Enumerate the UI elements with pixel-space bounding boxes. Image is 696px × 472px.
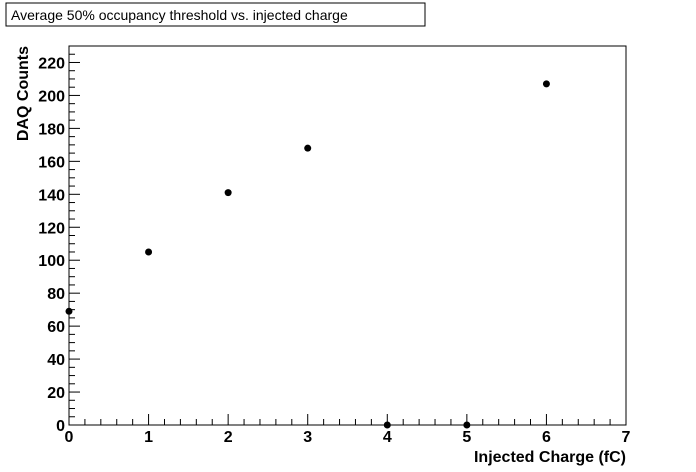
data-point	[463, 421, 471, 429]
title-box	[5, 2, 426, 27]
y-axis-tick-labels: 0 20 40 60 80 100 120 140 160 180 200 220	[38, 55, 65, 435]
y-tick-label: 80	[47, 286, 65, 303]
y-tick-label: 140	[38, 187, 65, 204]
y-tick-label: 20	[47, 385, 65, 402]
chart-title: Average 50% occupancy threshold vs. inje…	[11, 7, 348, 23]
x-tick-label: 3	[303, 429, 312, 446]
x-axis-label: Injected Charge (fC)	[474, 449, 626, 466]
plot-frame	[68, 45, 627, 426]
data-point	[542, 80, 550, 88]
data-point	[145, 248, 153, 256]
data-point	[383, 421, 391, 429]
y-tick-label: 200	[38, 88, 65, 105]
y-tick-label: 100	[38, 253, 65, 270]
y-tick-label: 180	[38, 121, 65, 138]
x-tick-label: 6	[542, 429, 551, 446]
y-axis-ticks	[69, 45, 80, 426]
x-tick-label: 1	[144, 429, 153, 446]
y-tick-label: 40	[47, 352, 65, 369]
y-tick-label: 120	[38, 220, 65, 237]
x-tick-label: 5	[462, 429, 471, 446]
data-point	[65, 307, 73, 315]
x-tick-label: 2	[224, 429, 233, 446]
data-points	[65, 80, 550, 429]
x-tick-label: 7	[622, 429, 631, 446]
y-tick-label: 160	[38, 154, 65, 171]
y-tick-label: 220	[38, 55, 65, 72]
x-tick-label: 4	[383, 429, 392, 446]
data-point	[304, 144, 312, 152]
title-box-group: Average 50% occupancy threshold vs. inje…	[5, 2, 426, 27]
y-tick-label: 60	[47, 319, 65, 336]
y-tick-label: 0	[56, 418, 65, 435]
x-axis-ticks	[68, 414, 627, 425]
x-tick-label: 0	[65, 429, 74, 446]
data-point	[224, 189, 232, 197]
x-axis-tick-labels: 0 1 2 3 4 5 6 7	[65, 429, 631, 446]
y-axis-label: DAQ Counts	[15, 46, 32, 141]
